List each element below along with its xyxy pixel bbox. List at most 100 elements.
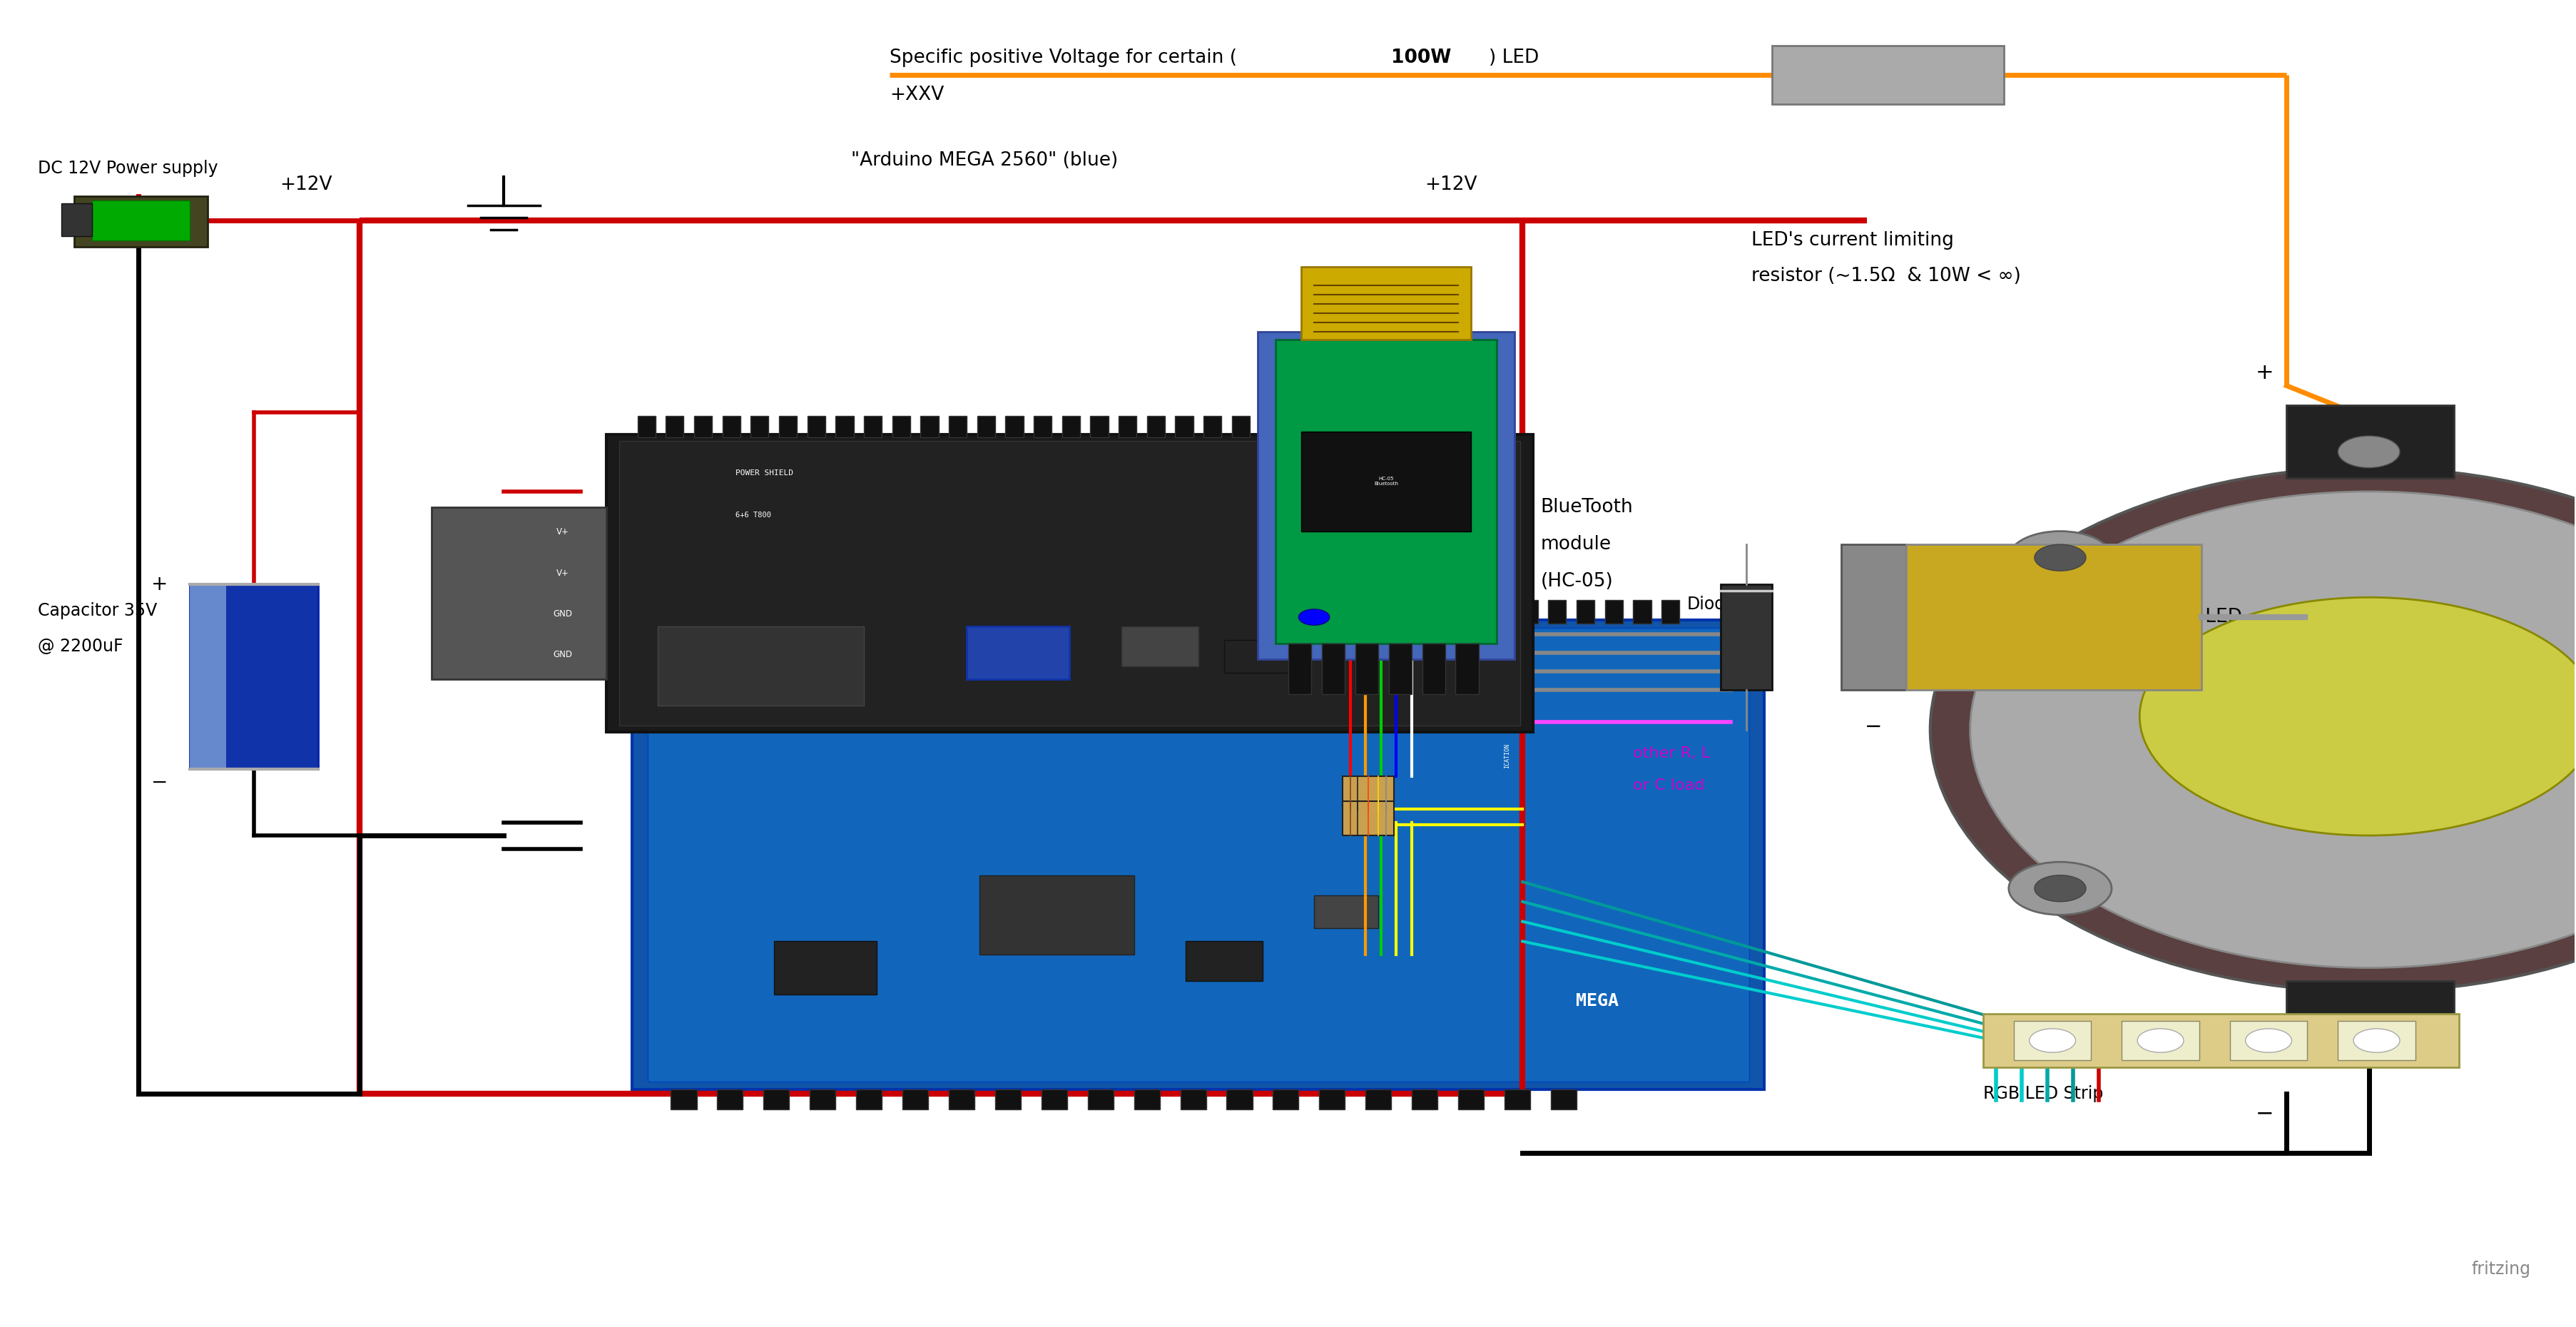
Bar xyxy=(1605,600,1623,624)
Text: +: + xyxy=(1984,1024,1999,1044)
Bar xyxy=(1551,1089,1577,1109)
Bar xyxy=(1203,417,1221,438)
Text: ICATION: ICATION xyxy=(1504,743,1510,768)
Bar xyxy=(1257,332,1515,660)
Text: LED's current limiting: LED's current limiting xyxy=(1752,231,1953,249)
Bar xyxy=(1388,644,1412,694)
Circle shape xyxy=(2009,531,2112,584)
Bar xyxy=(920,417,938,438)
Bar xyxy=(1061,417,1079,438)
Bar xyxy=(665,417,683,438)
Text: "Arduino MEGA 2560" (blue): "Arduino MEGA 2560" (blue) xyxy=(850,151,1118,170)
Circle shape xyxy=(2035,544,2087,571)
Bar xyxy=(2014,1020,2092,1060)
Ellipse shape xyxy=(1929,467,2576,991)
Text: −: − xyxy=(152,772,167,792)
Text: Power LED,: Power LED, xyxy=(2141,608,2249,626)
Bar xyxy=(2123,1020,2197,1060)
Bar xyxy=(778,417,796,438)
Bar xyxy=(1123,600,1141,624)
Text: DC Motor: DC Motor xyxy=(1901,594,1989,613)
Text: 6+6 T800: 6+6 T800 xyxy=(734,511,770,519)
Bar xyxy=(863,417,881,438)
Bar xyxy=(1273,1089,1298,1109)
Text: or C load: or C load xyxy=(1633,778,1705,792)
Bar xyxy=(1146,417,1164,438)
Text: +: + xyxy=(1865,594,1880,614)
Bar xyxy=(618,442,1520,726)
Bar xyxy=(1842,544,1906,690)
Bar xyxy=(948,417,966,438)
Bar xyxy=(657,626,863,706)
Bar xyxy=(783,600,801,624)
Bar xyxy=(2336,1020,2414,1060)
Bar xyxy=(773,941,876,994)
Bar xyxy=(605,435,1533,733)
Bar xyxy=(1224,640,1288,673)
Circle shape xyxy=(1298,609,1329,625)
Text: DC 12V Power supply: DC 12V Power supply xyxy=(39,161,219,178)
Text: Capacitor 35V: Capacitor 35V xyxy=(39,602,157,620)
Bar xyxy=(840,600,858,624)
Text: POWER SHIELD: POWER SHIELD xyxy=(734,470,793,476)
Bar xyxy=(1121,626,1198,666)
Bar xyxy=(1180,600,1198,624)
Bar xyxy=(631,620,1765,1089)
Bar xyxy=(966,626,1069,679)
Circle shape xyxy=(2336,437,2398,467)
Bar xyxy=(1066,600,1084,624)
Bar xyxy=(1520,600,1538,624)
Bar xyxy=(750,417,768,438)
Text: Specific positive Voltage for certain (: Specific positive Voltage for certain ( xyxy=(889,48,1236,66)
Text: MEGA: MEGA xyxy=(1577,993,1618,1010)
Text: −: − xyxy=(2254,1103,2272,1124)
Bar xyxy=(981,600,999,624)
Bar xyxy=(1301,433,1471,531)
Bar xyxy=(979,876,1133,954)
Bar xyxy=(1350,600,1368,624)
Text: (HC-05): (HC-05) xyxy=(1540,572,1613,591)
Bar xyxy=(1342,776,1394,811)
Text: "POWER SHIELD 6+6 T800" (black): "POWER SHIELD 6+6 T800" (black) xyxy=(631,604,963,622)
Bar xyxy=(806,417,824,438)
Bar xyxy=(1293,600,1311,624)
Bar xyxy=(1265,600,1283,624)
Bar xyxy=(1321,600,1340,624)
Bar xyxy=(1226,1089,1252,1109)
Bar xyxy=(2285,406,2452,478)
Bar xyxy=(994,1089,1020,1109)
Bar xyxy=(1275,340,1497,644)
Text: other R, L: other R, L xyxy=(1633,746,1710,760)
Bar xyxy=(1316,417,1334,438)
Bar xyxy=(191,584,319,770)
Bar xyxy=(1355,644,1378,694)
Bar xyxy=(1401,417,1419,438)
Bar xyxy=(1577,600,1595,624)
Text: ) LED: ) LED xyxy=(1489,48,1538,66)
Bar xyxy=(902,1089,927,1109)
Bar xyxy=(835,417,853,438)
Bar xyxy=(62,203,93,236)
Bar xyxy=(1373,417,1391,438)
Bar xyxy=(1301,267,1471,340)
Text: +12V: +12V xyxy=(1425,175,1476,194)
Bar xyxy=(1038,600,1056,624)
Text: HC-05
Bluetooth: HC-05 Bluetooth xyxy=(1373,476,1399,486)
Bar xyxy=(1406,600,1425,624)
Bar xyxy=(1321,644,1345,694)
Text: +12V: +12V xyxy=(281,175,332,194)
Bar xyxy=(1314,894,1378,928)
Bar xyxy=(693,417,711,438)
Bar xyxy=(93,200,191,240)
Bar xyxy=(1151,600,1170,624)
Bar xyxy=(2228,1020,2306,1060)
Bar xyxy=(1133,1089,1159,1109)
Bar xyxy=(1033,417,1051,438)
Bar xyxy=(976,417,994,438)
Bar xyxy=(721,417,739,438)
Bar xyxy=(1906,544,2200,690)
Bar xyxy=(1236,600,1255,624)
Bar xyxy=(1087,1089,1113,1109)
Circle shape xyxy=(2035,876,2087,901)
Bar xyxy=(1010,600,1028,624)
